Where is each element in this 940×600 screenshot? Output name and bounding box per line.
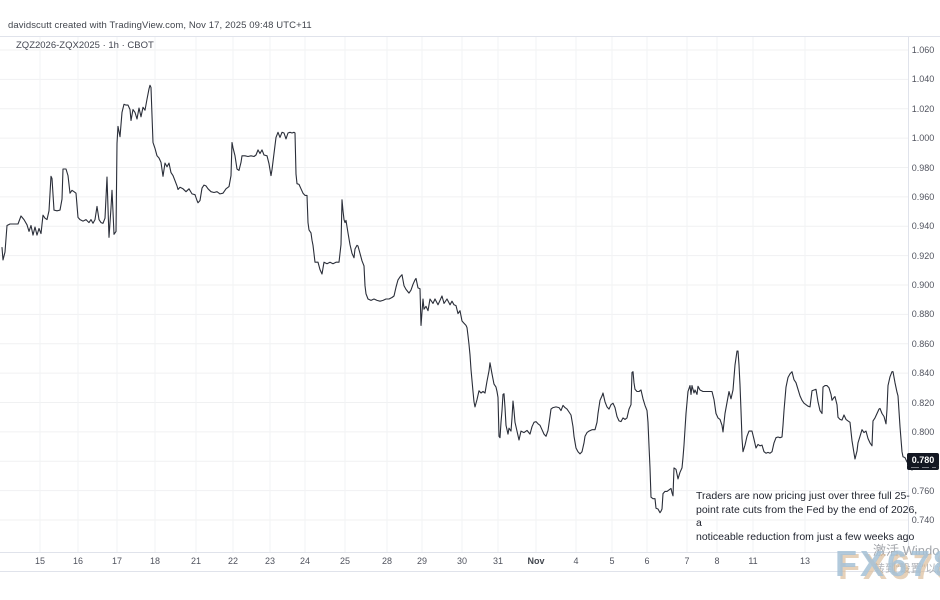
time-axis-label: 8 <box>714 556 720 566</box>
time-axis-label: 15 <box>34 556 46 566</box>
price-axis-label: 1.040 <box>911 74 935 85</box>
price-axis-label: 0.760 <box>911 485 935 496</box>
price-axis-label: 0.940 <box>911 221 935 232</box>
price-axis-label: 0.880 <box>911 309 935 320</box>
windows-activation-watermark-line1: 激活 Windo <box>873 543 940 558</box>
time-axis-label: 24 <box>299 556 311 566</box>
price-axis-label: 1.020 <box>911 103 935 114</box>
time-axis-label: 23 <box>264 556 276 566</box>
price-axis-label: 1.060 <box>911 45 935 55</box>
last-price-value: 0.780 <box>911 455 935 466</box>
time-axis-label: 30 <box>456 556 468 566</box>
price-badge-countdown <box>907 466 939 471</box>
price-axis-label: 0.840 <box>911 368 935 379</box>
price-axis-label: 0.920 <box>911 250 935 261</box>
price-axis-label: 1.000 <box>911 133 935 144</box>
price-axis-label: 0.820 <box>911 397 935 408</box>
price-axis-label: 0.960 <box>911 191 935 202</box>
time-axis-label: 6 <box>644 556 650 566</box>
time-axis-label: Nov <box>527 556 545 566</box>
price-line <box>1 84 923 514</box>
time-axis-label: 16 <box>72 556 84 566</box>
time-axis-label: 25 <box>339 556 351 566</box>
time-axis-label: 29 <box>416 556 428 566</box>
price-axis-label: 0.860 <box>911 338 935 349</box>
last-price-badge: 0.780 <box>907 453 939 471</box>
annotation-line: noticeable reduction from just a few wee… <box>696 530 915 543</box>
time-axis-label: 21 <box>190 556 202 566</box>
time-axis-label: 7 <box>684 556 690 566</box>
attribution-text: davidscutt created with TradingView.com,… <box>8 20 312 31</box>
symbol-legend[interactable]: ZQZ2026-ZQX2025 · 1h · CBOT <box>16 40 154 51</box>
time-axis-label: 22 <box>227 556 239 566</box>
price-axis-label: 0.740 <box>911 515 935 525</box>
annotation-line: Traders are now pricing just over three … <box>696 490 910 502</box>
fx678-watermark: FX678 <box>835 543 940 584</box>
windows-activation-watermark-line2: 转到“设置”以激活 <box>874 563 940 575</box>
price-axis[interactable]: 0.740 0.760 0.780 0.800 0.820 0.840 0.860 0.880… <box>908 36 940 552</box>
time-axis-label: 13 <box>799 556 811 566</box>
chart-annotation: Traders are now pricing just over three … <box>696 490 918 544</box>
time-axis-label: 31 <box>492 556 504 566</box>
price-axis-label: 0.980 <box>911 162 935 173</box>
time-axis-label: 28 <box>381 556 393 566</box>
time-axis-label: 11 <box>748 556 758 566</box>
annotation-line: point rate cuts from the Fed by the end … <box>696 503 918 530</box>
time-axis-label: 17 <box>111 556 123 566</box>
time-axis[interactable]: 15 16 17 18 21 22 23 24 25 28 29 30 31 Nov 4 5 6 7 8 11 13 <box>0 552 908 572</box>
time-axis-label: 5 <box>609 556 615 566</box>
time-axis-label: 4 <box>573 556 579 566</box>
time-axis-label: 18 <box>149 556 161 566</box>
price-axis-label: 0.800 <box>911 426 935 437</box>
price-axis-label: 0.900 <box>911 280 935 290</box>
